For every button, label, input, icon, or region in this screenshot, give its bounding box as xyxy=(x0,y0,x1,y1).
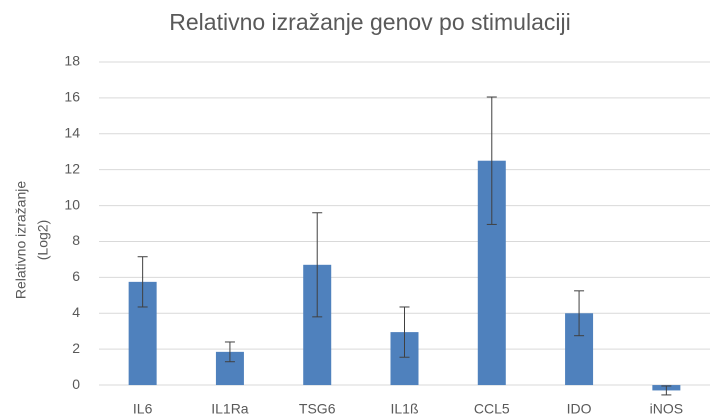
y-tick-label: 2 xyxy=(72,340,80,356)
y-tick-label: 8 xyxy=(72,232,80,248)
y-axis-label: (Log2) xyxy=(35,220,51,260)
x-tick-label: CCL5 xyxy=(474,401,510,417)
y-tick-label: 10 xyxy=(64,196,80,212)
y-tick-label: 18 xyxy=(64,53,80,69)
y-tick-label: 14 xyxy=(64,124,80,140)
x-tick-label: IDO xyxy=(567,401,592,417)
y-tick-label: 16 xyxy=(64,89,80,105)
y-axis-label: Relativno izražanje xyxy=(13,181,29,299)
x-tick-label: IL6 xyxy=(133,401,153,417)
x-tick-label: iNOS xyxy=(650,401,683,417)
y-tick-label: 6 xyxy=(72,268,80,284)
y-tick-label: 12 xyxy=(64,160,80,176)
x-tick-label: IL1Ra xyxy=(211,401,249,417)
y-tick-label: 0 xyxy=(72,376,80,392)
chart-title: Relativno izražanje genov po stimulaciji xyxy=(169,9,570,35)
x-tick-label: IL1ß xyxy=(390,401,418,417)
y-tick-label: 4 xyxy=(72,304,80,320)
x-tick-label: TSG6 xyxy=(299,401,336,417)
